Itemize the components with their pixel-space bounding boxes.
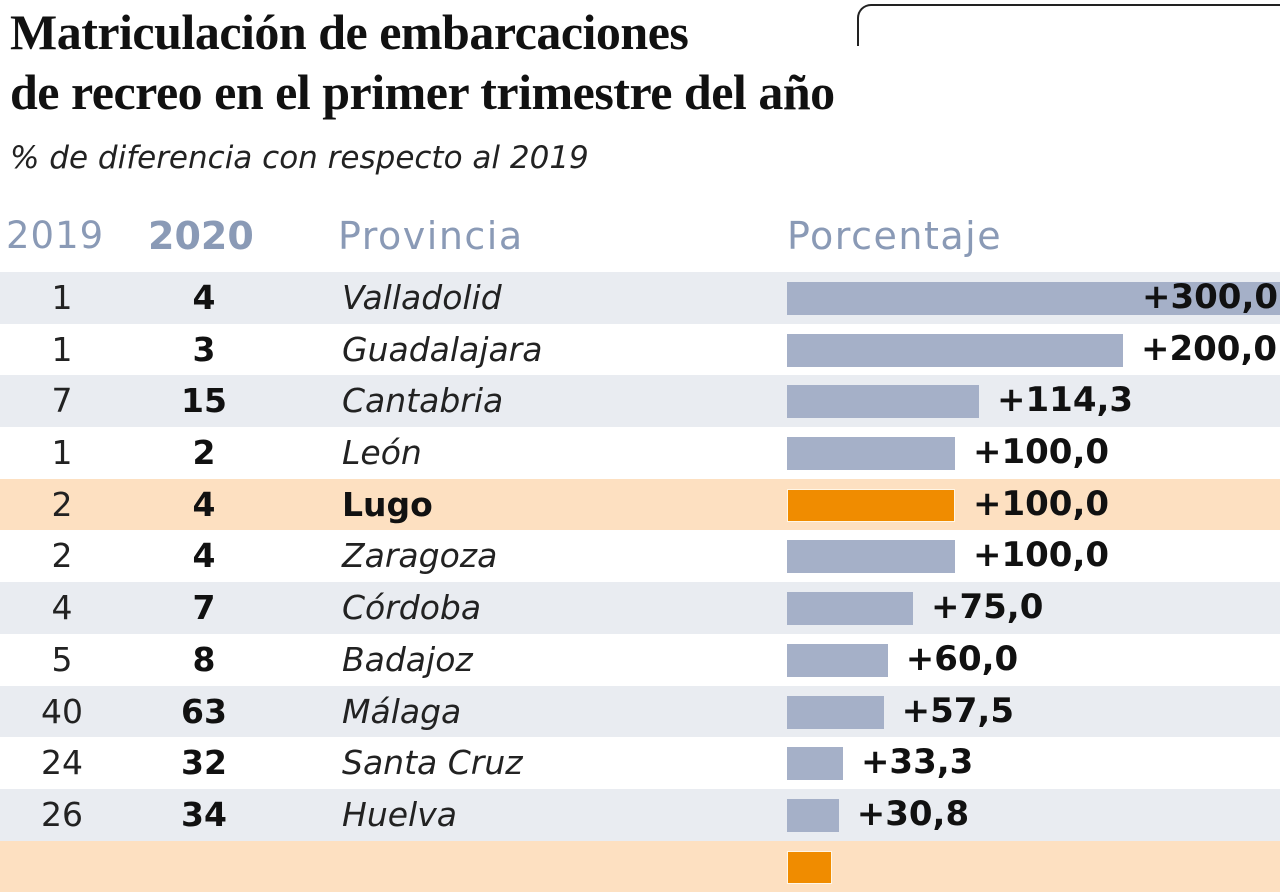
bar-value-label: +57,5 [901, 690, 1014, 731]
table-row: 7 15 Cantabria +114,3 [0, 375, 1280, 428]
value-2020: 32 [181, 743, 227, 783]
value-2020: 2 [192, 433, 216, 473]
title-line-2: de recreo en el primer trimestre del año [10, 64, 835, 120]
value-2020: 15 [181, 381, 227, 421]
table-row: 5 8 Badajoz +60,0 [0, 634, 1280, 686]
table-row: 1 3 Guadalajara +200,0 [0, 324, 1280, 376]
table-row: 24 32 Santa Cruz +33,3 [0, 737, 1280, 789]
province-name: Málaga [342, 691, 462, 731]
value-2020: 34 [181, 794, 227, 834]
province-name: Zaragoza [342, 536, 498, 576]
province-name: León [342, 433, 422, 473]
province-name: Huelva [342, 794, 457, 834]
value-2019: 1 [51, 329, 73, 369]
value-2019: 4 [51, 588, 73, 628]
column-header-2020: 2020 [148, 214, 254, 258]
table-row-partial [0, 840, 1280, 892]
value-2020: 4 [192, 536, 216, 576]
value-2020: 3 [192, 329, 216, 369]
value-2019: 1 [51, 278, 73, 317]
table-row: 4 7 Córdoba +75,0 [0, 582, 1280, 634]
bar [787, 488, 955, 522]
bar [787, 747, 843, 781]
value-2019: 40 [41, 691, 83, 731]
bar-value-label: +114,3 [997, 380, 1134, 421]
value-2019: 7 [51, 381, 73, 421]
table-row: 2 4 Lugo +100,0 [0, 478, 1280, 531]
value-2020: 8 [192, 639, 216, 679]
bar [787, 592, 913, 626]
bar-value-label: +100,0 [973, 432, 1110, 473]
value-2019: 2 [51, 536, 73, 576]
bar-value-label: +60,0 [905, 638, 1019, 679]
table-body: 1 4 Valladolid +300,0 1 3 Guadalajara +200,0 7 15… [0, 272, 1280, 892]
column-header-provincia: Provincia [338, 214, 524, 258]
bar [787, 333, 1123, 367]
table-row: 1 2 León +100,0 [0, 427, 1280, 479]
column-header-porcentaje: Porcentaje [787, 214, 1003, 258]
bar-value-label: +75,0 [931, 587, 1044, 628]
bar [787, 695, 884, 729]
value-2019: 2 [51, 484, 73, 524]
title-line-1: Matriculación de embarcaciones [10, 4, 689, 60]
value-2020: 63 [181, 691, 227, 731]
bar [787, 282, 1280, 315]
table-row: 40 63 Málaga +57,5 [0, 685, 1280, 738]
bar [787, 798, 839, 832]
value-2020: 7 [192, 588, 216, 628]
table-row: 2 4 Zaragoza +100,0 [0, 530, 1280, 582]
value-2020: 4 [192, 278, 216, 317]
bar [787, 850, 832, 884]
bar-value-label: +300,0 [1142, 277, 1279, 317]
value-2019: 5 [51, 639, 73, 679]
chart-title: Matriculación de embarcaciones de recreo… [10, 2, 835, 122]
bar [787, 540, 955, 574]
table-row: 1 4 Valladolid +300,0 [0, 272, 1280, 324]
province-name: Guadalajara [342, 329, 543, 369]
bar-value-label: +100,0 [973, 535, 1110, 576]
province-name: Córdoba [342, 588, 482, 628]
value-2020: 4 [192, 484, 216, 524]
decorative-frame [857, 4, 1280, 46]
column-header-2019: 2019 [6, 214, 105, 257]
bar [787, 385, 980, 419]
value-2019: 24 [41, 743, 83, 783]
bar-value-label: +30,8 [856, 793, 970, 834]
bar-value-label: +33,3 [860, 742, 974, 783]
value-2019: 26 [41, 794, 83, 834]
table-row: 26 34 Huelva +30,8 [0, 788, 1280, 841]
province-name: Cantabria [342, 381, 504, 421]
province-name: Valladolid [342, 278, 502, 317]
province-name: Badajoz [342, 639, 473, 679]
bar [787, 643, 888, 677]
value-2019: 1 [51, 433, 73, 473]
bar [787, 437, 955, 471]
bar-value-label: +200,0 [1141, 328, 1278, 369]
province-name: Lugo [342, 484, 433, 524]
chart-subtitle: % de diferencia con respecto al 2019 [10, 140, 589, 176]
province-name: Santa Cruz [342, 743, 523, 783]
bar-value-label: +100,0 [973, 483, 1110, 524]
